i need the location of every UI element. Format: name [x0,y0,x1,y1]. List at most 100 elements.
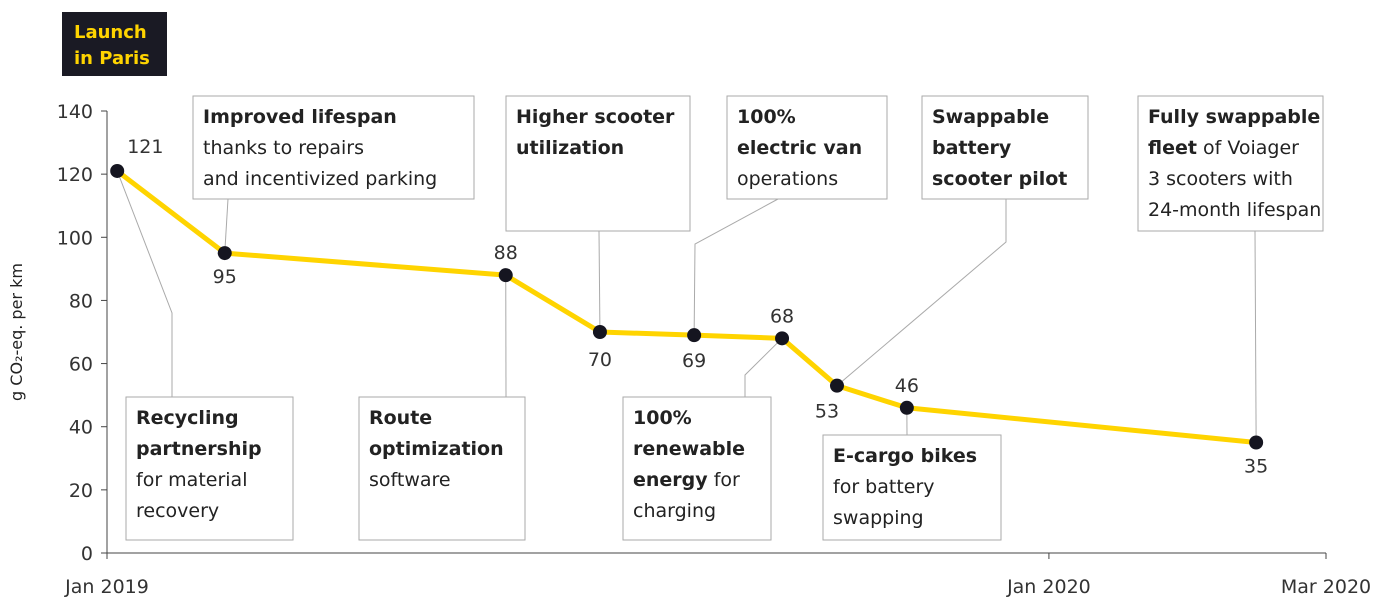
annotation-text: utilization [516,137,624,159]
annotation-segment: renewable [633,438,745,460]
badge-text: in Paris [74,48,150,69]
annotation-text: and incentivized parking [203,168,437,190]
annotation-segment: thanks to repairs [203,137,364,159]
annotation-segment: 24-month lifespan [1148,199,1321,221]
point [687,328,702,343]
y-tick-label: 40 [69,417,93,439]
annotation-box [822,434,1002,541]
annotation-segment: 100% [737,106,796,128]
annotation-segment: Recycling [136,407,239,429]
leader-line [744,337,783,397]
annotation-text: software [369,469,451,491]
point [110,163,125,178]
annotation-box [921,95,1089,200]
point [592,325,607,339]
point [829,378,844,393]
annotation-segment: 100% [633,407,692,429]
annotation-box [125,396,294,541]
leader-line [836,199,1007,387]
annotation-segment: partnership [136,438,262,460]
point [775,331,790,346]
annotation-text: 3 scooters with [1148,168,1293,190]
annotation-segment: fleet [1148,137,1197,159]
annotation-text: 24-month lifespan [1148,199,1321,221]
annotation-text: fleet of Voiager [1148,137,1299,159]
annotation-text: Route [369,407,432,429]
point [899,400,914,415]
annotation-text: optimization [369,438,504,460]
leader-line [693,198,779,336]
annotation-text: for material [136,469,247,491]
annotation-box [1137,95,1324,232]
annotation-text: swapping [833,507,924,529]
annotation-segment: utilization [516,137,624,159]
leader-line [1254,230,1257,443]
annotation-segment: and incentivized parking [203,168,437,190]
annotation-segment: Fully swappable [1148,106,1320,128]
annotation-segment: operations [737,168,838,190]
annotation-box [726,95,888,200]
annotation-segment: scooter pilot [932,168,1067,190]
annotation-segment: Higher scooter [516,106,675,128]
value-label: 69 [682,350,706,372]
annotation-segment: of Voiager [1197,137,1299,159]
x-tick-label: Mar 2020 [1281,576,1371,598]
annotation-text: Recycling [136,407,239,429]
value-label: 46 [895,375,919,397]
y-tick-label: 20 [69,480,93,502]
leader-line [224,198,229,254]
annotation-text: recovery [136,500,219,522]
annotation-segment: for battery [833,476,935,498]
annotation-box [622,396,772,541]
annotation-text: energy for [633,469,740,491]
annotation-segment: recovery [136,500,219,522]
y-tick-label: 100 [57,227,93,249]
annotation-segment: for [708,469,740,491]
badge-text: Launch [74,22,147,43]
annotation-text: Higher scooter [516,106,675,128]
annotation-text: operations [737,168,838,190]
value-label: 95 [213,266,237,288]
annotation-text: Improved lifespan [203,106,397,128]
annotation-text: battery [932,137,1012,159]
point [217,246,232,261]
y-tick-label: 120 [57,164,93,186]
y-tick-label: 80 [69,290,93,312]
point [1249,435,1264,450]
annotation-segment: energy [633,469,708,491]
x-tick-label: Jan 2020 [1006,576,1091,598]
value-label: 88 [494,242,518,264]
point [498,268,513,283]
annotation-segment: electric van [737,137,862,159]
annotation-box [192,95,475,200]
value-label: 121 [127,136,163,158]
value-label: 68 [770,305,794,327]
annotation-segment: Route [369,407,432,429]
badge [62,12,167,76]
annotation-text: Swappable [932,106,1049,128]
leader-line [598,230,601,333]
annotation-box [358,396,526,541]
value-label: 70 [588,349,612,371]
y-axis-label: g CO₂-eq. per km [7,263,26,401]
annotation-text: renewable [633,438,745,460]
annotation-segment: charging [633,500,716,522]
annotation-segment: E-cargo bikes [833,445,977,467]
annotation-segment: software [369,469,451,491]
value-label: 53 [815,401,839,423]
annotation-segment: Swappable [932,106,1049,128]
leader-line [116,170,173,397]
annotation-text: 100% [633,407,692,429]
annotation-text: charging [633,500,716,522]
annotation-text: Fully swappable [1148,106,1320,128]
annotation-segment: optimization [369,438,504,460]
annotation-text: E-cargo bikes [833,445,977,467]
annotation-segment: swapping [833,507,924,529]
annotation-text: 100% [737,106,796,128]
value-label: 35 [1244,456,1268,478]
annotation-text: scooter pilot [932,168,1067,190]
y-tick-label: 60 [69,354,93,376]
annotation-text: for battery [833,476,935,498]
annotation-text: thanks to repairs [203,137,364,159]
annotation-box [505,95,691,232]
